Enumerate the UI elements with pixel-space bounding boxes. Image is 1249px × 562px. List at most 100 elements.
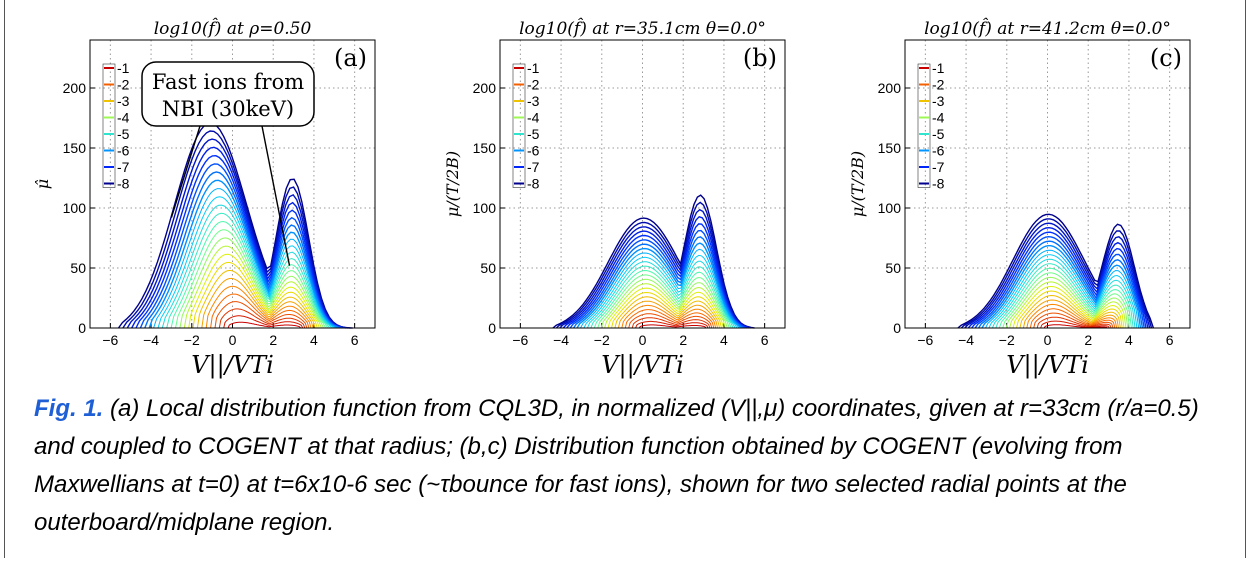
panel-label: (a) [334,44,367,72]
panel-title: log10(f̂) at r=41.2cm θ=0.0° [924,18,1171,39]
contour-line [135,154,345,329]
contour-line [1016,290,1123,329]
contour-line [985,249,1140,329]
y-tick-label: 200 [878,80,902,96]
contour-line [1040,320,1110,329]
x-tick-label: −4 [958,332,974,348]
annotation-line-1: Fast ions from [152,70,304,94]
colorbar-level-label: -6 [117,143,130,159]
colorbar-box [917,63,931,188]
contour-line [597,274,730,329]
contour-line [183,245,322,329]
contour-line [995,263,1134,329]
contour-line [614,296,721,329]
x-axis-label: V||/VTi [1006,351,1089,380]
contour-line [991,258,1136,329]
colorbar-level-label: -1 [527,60,540,76]
contour-line [971,231,1147,329]
contour-line [117,122,353,329]
contour-line [593,269,732,329]
contour-line [1029,308,1116,329]
contour-line [227,321,301,329]
colorbar-level-label: -7 [527,159,540,175]
plot-frame [499,39,786,329]
contour-line [978,240,1144,329]
y-tick-label: 200 [473,80,497,96]
colorbar-level-label: -6 [527,143,540,159]
contour-line [566,223,748,329]
contour-line [960,218,1153,329]
contour-line [1043,324,1108,329]
x-tick-label: 2 [269,332,277,348]
contour-line [998,267,1132,329]
contour-line [988,254,1138,329]
colorbar-level-label: -8 [527,176,540,192]
contour-line [131,146,347,329]
contour-line [957,213,1155,329]
contour-line [153,188,337,329]
colorbar-level-label: -5 [527,126,540,142]
annotation-line-2: NBI (30keV) [162,97,294,121]
panel-title: log10(f̂) at ρ=0.50 [154,18,312,39]
x-axis-label: V||/VTi [601,351,684,380]
colorbar-level-label: -6 [932,143,945,159]
colorbar-level-label: -1 [117,60,130,76]
contour-line [621,304,717,329]
contour-line [223,315,304,329]
contour-line [586,260,736,329]
x-tick-label: −2 [184,332,200,348]
contour-line [1002,272,1130,329]
contour-line [573,236,744,329]
contour-line [175,229,327,329]
x-tick-label: 4 [310,332,318,348]
contour-line [576,242,742,329]
y-axis-label: μ/(T/2B) [443,151,462,217]
contour-line [1009,281,1127,329]
figure-caption-text: (a) Local distribution function from CQL… [34,395,1199,536]
contour-line [1019,294,1121,329]
contour-line [192,261,318,329]
contour-line [157,196,335,329]
contour-line [170,220,329,329]
colorbar-box [102,63,116,188]
colorbar-level-label: -2 [117,77,130,93]
contour-line [188,253,320,329]
x-tick-label: −4 [553,332,569,348]
figure-caption: Fig. 1. (a) Local distribution function … [34,390,1224,542]
contour-line [562,216,749,329]
panel-b: −6 −4 −2 0 2 4 6 0 50 100 150 200 -1 -2 -3 -4 -5 -6 -7 -8 (b… [410,0,820,390]
contour-line [967,226,1149,329]
colorbar-level-label: -7 [117,159,130,175]
contour-line [1036,316,1112,329]
colorbar-level-label: -5 [932,126,945,142]
contour-line [964,222,1151,329]
contour-line [638,324,707,329]
y-tick-label: 100 [473,200,497,216]
x-tick-label: 4 [1125,332,1133,348]
x-tick-label: −2 [594,332,610,348]
contour-line [148,179,339,329]
x-tick-label: −2 [999,332,1015,348]
x-tick-label: 0 [639,332,647,348]
y-tick-label: 150 [63,140,87,156]
contour-line [607,287,724,329]
x-tick-label: 6 [761,332,769,348]
colorbar-level-label: -5 [117,126,130,142]
y-tick-label: 150 [878,140,902,156]
x-tick-label: 6 [1166,332,1174,348]
x-tick-label: −6 [102,332,118,348]
x-tick-label: 4 [720,332,728,348]
x-tick-label: −6 [512,332,528,348]
x-tick-label: 2 [1084,332,1092,348]
y-tick-label: 0 [78,320,86,336]
y-tick-label: 100 [878,200,902,216]
colorbar-level-label: -3 [117,93,130,109]
contour-line [617,300,719,329]
contour-line [981,244,1142,329]
x-tick-label: −6 [917,332,933,348]
contour-line [1012,286,1125,329]
y-tick-label: 150 [473,140,497,156]
y-axis-label: μ̂ [33,179,52,189]
contour-line [604,283,726,329]
panel-label: (b) [743,44,777,72]
